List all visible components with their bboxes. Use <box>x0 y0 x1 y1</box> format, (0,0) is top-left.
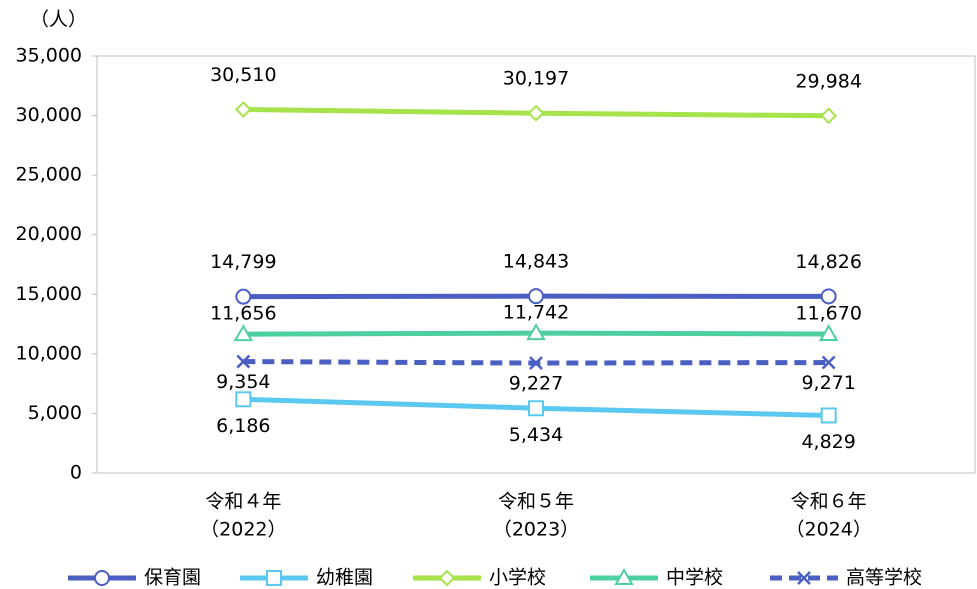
marker <box>821 355 836 370</box>
data-label: 4,829 <box>801 431 855 453</box>
y-tick-label: 35,000 <box>16 45 82 67</box>
plot-area <box>96 55 976 474</box>
x-tick-label: 令和６年 <box>791 491 867 513</box>
y-tick-label: 30,000 <box>16 104 82 126</box>
legend-item: 中学校 <box>590 567 723 589</box>
marker <box>266 570 282 586</box>
data-label: 9,271 <box>801 372 855 394</box>
legend-label: 高等学校 <box>846 567 922 589</box>
data-label: 11,670 <box>795 302 861 324</box>
data-label: 14,799 <box>210 251 276 273</box>
marker <box>234 101 252 118</box>
marker <box>526 323 546 341</box>
marker <box>529 356 543 370</box>
marker <box>233 324 254 342</box>
x-tick-label: （2023） <box>493 519 579 541</box>
legend-item: 幼稚園 <box>240 567 373 589</box>
legend-label: 小学校 <box>489 567 546 589</box>
data-label: 9,354 <box>216 371 270 393</box>
marker <box>614 567 634 585</box>
legend-item: 高等学校 <box>770 567 922 589</box>
x-tick-label: 令和４年 <box>205 491 281 513</box>
y-tick-label: 15,000 <box>16 283 82 305</box>
marker <box>820 107 838 125</box>
data-label: 14,826 <box>795 251 861 273</box>
y-axis-label: （人） <box>30 9 87 31</box>
marker <box>438 569 456 587</box>
marker <box>797 571 811 585</box>
marker <box>235 288 252 305</box>
marker <box>527 104 545 122</box>
data-label: 6,186 <box>216 415 270 437</box>
data-label: 30,197 <box>503 68 569 90</box>
data-label: 11,742 <box>503 302 569 324</box>
legend-label: 中学校 <box>666 567 723 589</box>
data-label: 5,434 <box>509 424 563 446</box>
data-label: 11,656 <box>210 303 276 325</box>
x-tick-label: （2022） <box>200 519 286 541</box>
marker <box>528 288 544 305</box>
marker <box>235 391 252 408</box>
marker <box>820 288 837 305</box>
y-tick-label: 5,000 <box>28 402 82 424</box>
y-tick-label: 20,000 <box>16 223 82 245</box>
data-label: 14,843 <box>503 251 569 273</box>
data-label: 29,984 <box>795 70 861 92</box>
marker <box>94 570 110 586</box>
legend-item: 保育園 <box>68 567 201 589</box>
marker <box>236 354 251 369</box>
marker <box>818 323 839 341</box>
y-tick-label: 25,000 <box>16 164 82 186</box>
x-tick-label: （2024） <box>785 519 871 541</box>
marker <box>528 400 544 417</box>
marker <box>820 407 837 424</box>
data-label: 9,227 <box>509 373 563 395</box>
data-label: 30,510 <box>210 64 276 86</box>
legend-item: 小学校 <box>413 567 546 589</box>
y-tick-label: 10,000 <box>16 342 82 364</box>
y-tick-label: 0 <box>70 462 82 484</box>
legend-label: 幼稚園 <box>316 567 373 589</box>
x-tick-label: 令和５年 <box>498 491 574 513</box>
legend-label: 保育園 <box>144 567 201 589</box>
